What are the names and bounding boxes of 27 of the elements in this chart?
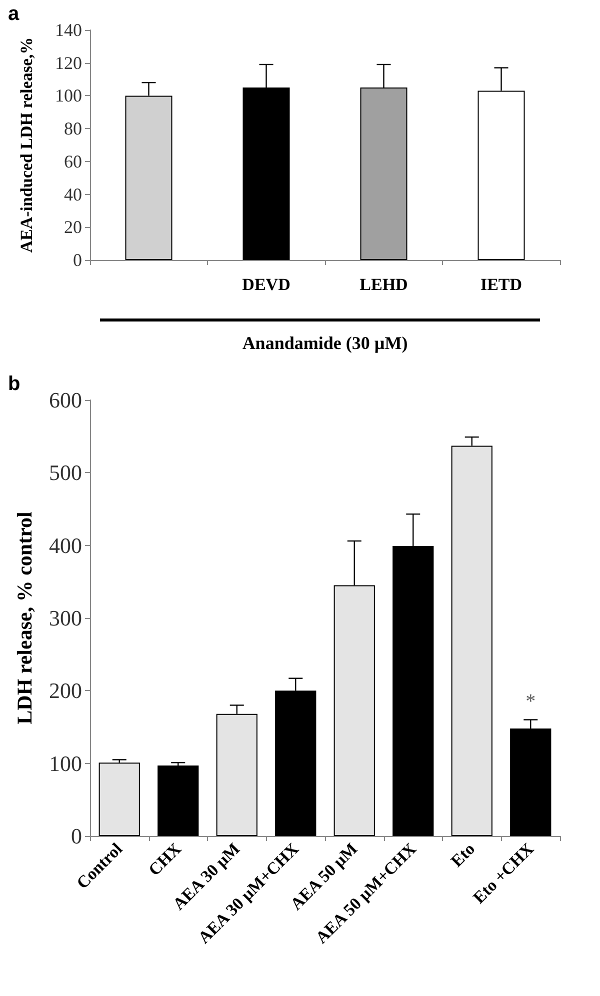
- y-tick-label: 300: [49, 606, 82, 630]
- y-tick-label: 0: [73, 250, 82, 270]
- annotation: *: [526, 690, 536, 713]
- x-tick-label: Eto: [447, 839, 479, 871]
- y-tick-label: 500: [49, 460, 82, 486]
- y-tick-label: 400: [49, 532, 82, 558]
- y-tick-label: 80: [64, 118, 82, 139]
- y-axis-title: AEA-induced LDH release,%: [17, 37, 36, 253]
- y-tick-label: 20: [64, 217, 82, 238]
- x-tick-label: IETD: [480, 275, 522, 294]
- y-tick-label: 100: [49, 750, 82, 776]
- y-tick-label: 200: [49, 678, 82, 704]
- y-tick-label: 100: [55, 86, 82, 106]
- bar: [158, 766, 199, 836]
- x-axis-title: Anandamide (30 µM): [242, 333, 408, 353]
- y-tick-label: 600: [49, 388, 82, 412]
- y-tick-label: 120: [55, 52, 82, 73]
- text: a: [8, 3, 20, 25]
- y-tick-label: 60: [64, 151, 82, 172]
- bar: [98, 762, 140, 836]
- y-tick-label: 40: [64, 184, 82, 204]
- text: b: [8, 373, 20, 395]
- y-tick-label: 140: [55, 20, 82, 40]
- x-tick-label: DEVD: [242, 275, 290, 294]
- y-tick-label: 0: [71, 824, 82, 848]
- y-axis-title: LDH release, % control: [12, 511, 36, 724]
- x-tick-label: LEHD: [360, 275, 408, 294]
